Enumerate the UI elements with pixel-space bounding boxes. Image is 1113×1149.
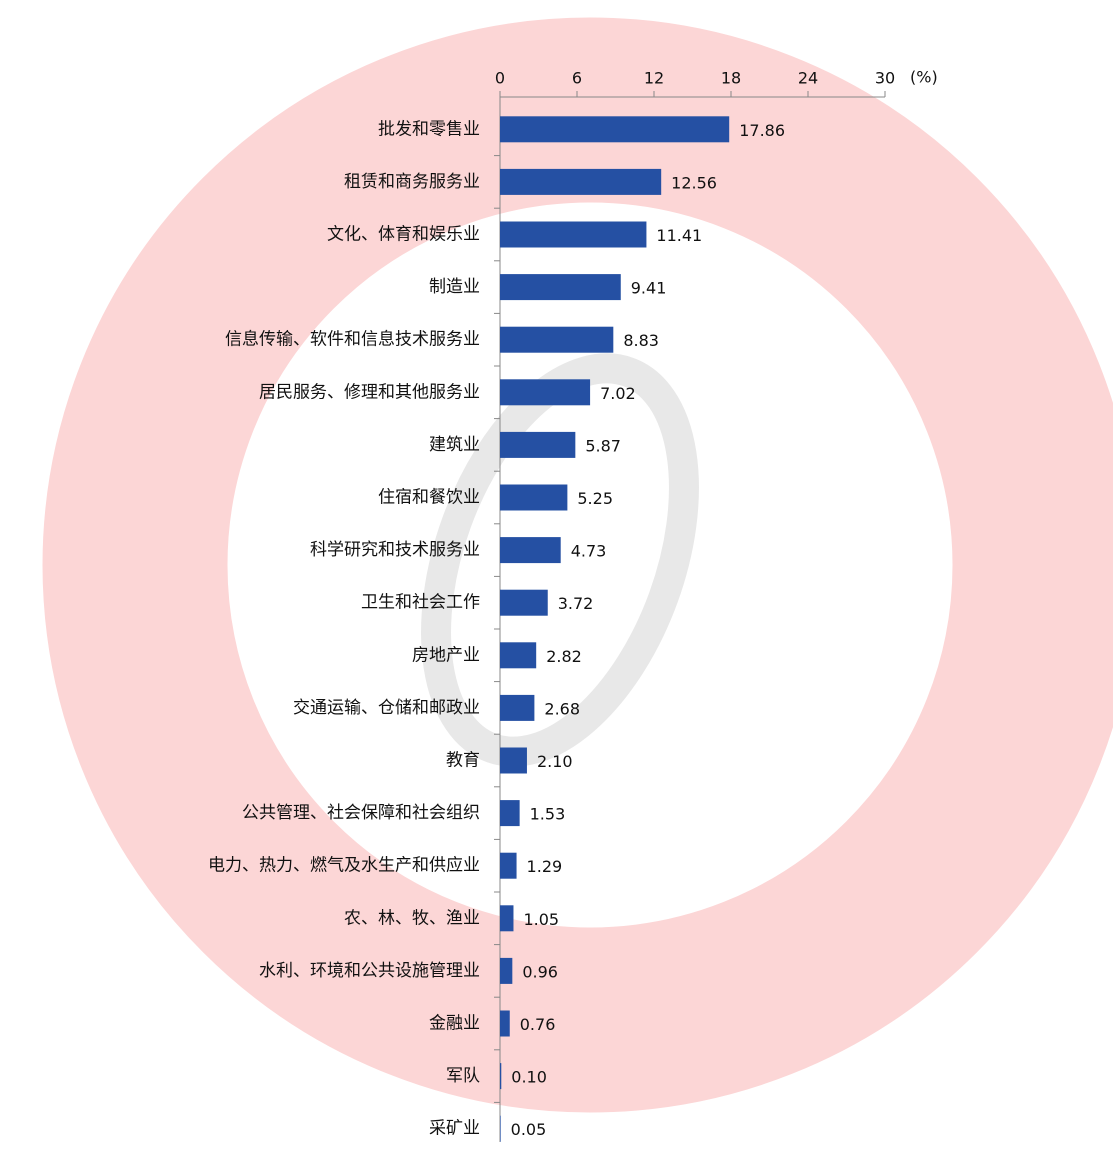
watermark-ring: [42, 17, 1113, 1113]
value-label: 4.73: [571, 542, 607, 561]
x-tick-label: 12: [644, 69, 664, 88]
bar: [500, 274, 621, 301]
y-tick-label: 科学研究和技术服务业: [310, 540, 480, 560]
bar: [500, 800, 520, 827]
value-label: 0.76: [520, 1015, 556, 1034]
value-label: 2.82: [546, 647, 582, 666]
x-tick-label: 0: [495, 69, 505, 88]
y-tick-label: 教育: [446, 751, 480, 771]
bar: [500, 642, 537, 669]
bar: [500, 431, 576, 458]
y-tick-label: 采矿业: [429, 1119, 480, 1139]
value-label: 12.56: [671, 173, 717, 192]
value-label: 17.86: [739, 121, 785, 140]
value-label: 0.05: [511, 1120, 547, 1139]
y-tick-label: 交通运输、仓储和邮政业: [293, 698, 480, 718]
y-tick-label: 电力、热力、燃气及水生产和供应业: [208, 856, 480, 876]
bar: [500, 1115, 501, 1142]
y-tick-label: 批发和零售业: [378, 119, 480, 139]
bar: [500, 116, 730, 143]
bar: [500, 168, 662, 195]
y-tick-label: 住宿和餐饮业: [378, 488, 480, 508]
bar: [500, 326, 614, 353]
y-tick-label: 水利、环境和公共设施管理业: [259, 961, 480, 981]
x-tick-label: 30: [875, 69, 895, 88]
y-tick-label: 公共管理、社会保障和社会组织: [242, 803, 480, 823]
x-axis-label: (%): [910, 68, 938, 87]
value-label: 2.10: [537, 752, 573, 771]
value-label: 7.02: [600, 384, 636, 403]
y-tick-label: 建筑业: [429, 435, 480, 455]
watermark-swirl: [421, 353, 699, 767]
bar: [500, 957, 513, 984]
y-tick-label: 房地产业: [412, 645, 480, 665]
y-tick-label: 卫生和社会工作: [361, 593, 480, 613]
value-label: 1.29: [527, 857, 563, 876]
y-tick-label: 金融业: [429, 1014, 480, 1034]
bar: [500, 537, 561, 564]
bar: [500, 1063, 502, 1090]
bar: [500, 694, 535, 721]
bar: [500, 905, 514, 932]
bar: [500, 484, 568, 511]
value-label: 5.25: [577, 489, 613, 508]
bar: [500, 589, 548, 616]
x-tick-label: 18: [721, 69, 741, 88]
y-tick-label: 制造业: [429, 277, 480, 297]
y-tick-label: 军队: [446, 1066, 480, 1086]
y-tick-label: 租赁和商务服务业: [344, 172, 480, 192]
bar: [500, 852, 517, 879]
value-label: 1.05: [523, 910, 559, 929]
y-tick-label: 农、林、牧、渔业: [344, 908, 480, 928]
value-label: 5.87: [585, 436, 621, 455]
watermark: [42, 17, 1113, 1113]
value-label: 1.53: [530, 805, 566, 824]
y-tick-label: 居民服务、修理和其他服务业: [259, 382, 480, 402]
bar: [500, 221, 647, 248]
y-tick-label: 文化、体育和娱乐业: [327, 225, 480, 245]
value-label: 2.68: [544, 699, 580, 718]
x-tick-label: 6: [572, 69, 582, 88]
value-label: 11.41: [656, 226, 702, 245]
value-label: 0.96: [522, 962, 558, 981]
bar: [500, 379, 591, 406]
bar: [500, 747, 527, 774]
value-label: 3.72: [558, 594, 594, 613]
bar: [500, 1010, 510, 1037]
x-tick-label: 24: [798, 69, 818, 88]
value-label: 8.83: [623, 331, 659, 350]
value-label: 0.10: [511, 1068, 547, 1087]
value-label: 9.41: [631, 279, 667, 298]
y-tick-label: 信息传输、软件和信息技术服务业: [225, 330, 480, 350]
